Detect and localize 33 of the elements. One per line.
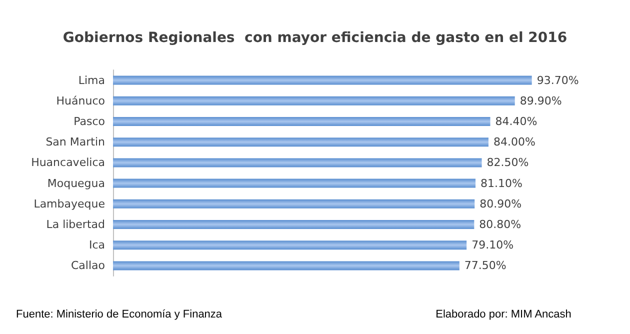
bar [113, 220, 474, 229]
text: Elaborado por: MIM Ancash [436, 308, 572, 320]
data-label: 82.50% [486, 156, 529, 170]
data-label: 79.10% [472, 238, 514, 252]
y-tick-label: La libertad [46, 218, 105, 231]
y-tick-label: Huánuco [56, 94, 106, 108]
bar [113, 117, 490, 126]
bar [113, 138, 488, 147]
data-label: 89.90% [520, 94, 562, 108]
y-tick-label: San Martin [46, 136, 106, 149]
y-tick-label: Lima [78, 74, 105, 87]
bar [113, 158, 482, 168]
data-label: 77.50% [464, 259, 506, 272]
y-tick-label: Ica [88, 238, 105, 252]
y-tick-label: Huancavelica [31, 156, 105, 170]
y-tick-label: Pasco [74, 115, 106, 128]
y-tick-label: Moquegua [47, 176, 105, 190]
source-note: Fuente: Ministerio de Economía y Finanza [16, 308, 223, 320]
data-label: 80.90% [480, 197, 522, 210]
bar [113, 199, 475, 208]
bar [113, 96, 515, 106]
bar [113, 178, 476, 188]
y-tick-label: Lambayeque [34, 197, 106, 210]
bar [113, 240, 467, 250]
data-label: 84.00% [493, 136, 536, 149]
y-tick-label: Callao [70, 259, 106, 272]
bar [113, 261, 460, 270]
data-label: 93.70% [536, 74, 579, 87]
bar [113, 76, 532, 85]
data-label: 81.10% [480, 176, 522, 190]
chart-title: Gobiernos Regionales con mayor eficiencia de gasto en el 2016 [62, 30, 568, 46]
data-label: 80.80% [479, 218, 522, 231]
data-label: 84.40% [495, 115, 538, 128]
